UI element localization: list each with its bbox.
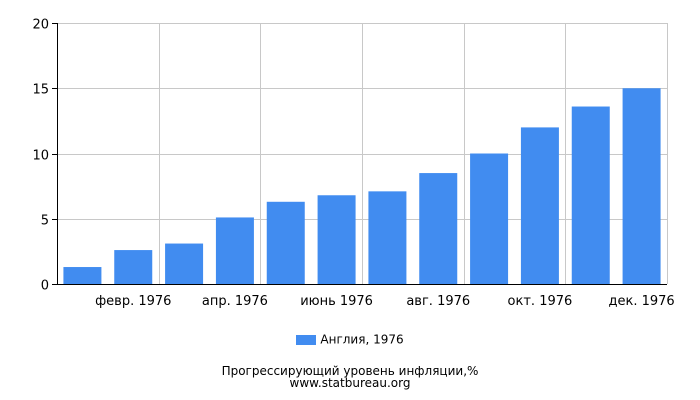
x-tick-label: февр. 1976	[95, 294, 171, 309]
y-tick-label: 20	[32, 18, 49, 33]
x-tick-label: окт. 1976	[508, 294, 573, 309]
chart-caption-title: Прогрессирующий уровень инфляции,%	[221, 364, 479, 378]
legend-label: Англия, 1976	[320, 332, 404, 347]
axes	[52, 23, 667, 285]
bar	[571, 106, 610, 285]
y-tick-label: 15	[32, 83, 49, 98]
x-tick-label: апр. 1976	[202, 294, 268, 309]
legend: Англия, 1976	[0, 332, 700, 347]
bars	[63, 88, 661, 285]
bar	[520, 127, 559, 285]
legend-swatch	[296, 334, 317, 345]
tick-labels: 0 5 10 15 20 февр. 1976 апр. 1976 июнь 1976 авг.…	[32, 18, 674, 310]
x-tick-label: июнь 1976	[300, 294, 373, 309]
x-tick-label: дек. 1976	[608, 294, 674, 309]
chart-caption-source: www.statbureau.org	[289, 376, 411, 390]
grid-lines	[57, 23, 668, 284]
y-tick-label: 0	[41, 279, 49, 294]
bar	[470, 153, 509, 284]
bar	[419, 173, 458, 284]
y-tick-label: 10	[32, 149, 49, 164]
x-tick-label: авг. 1976	[406, 294, 470, 309]
y-tick-label: 5	[41, 214, 49, 229]
bar	[317, 195, 356, 284]
bar	[266, 201, 305, 284]
bar	[165, 243, 204, 284]
bar	[63, 267, 102, 284]
bar	[622, 88, 661, 284]
bar	[368, 191, 407, 284]
bar	[114, 250, 153, 284]
bar	[215, 217, 254, 284]
